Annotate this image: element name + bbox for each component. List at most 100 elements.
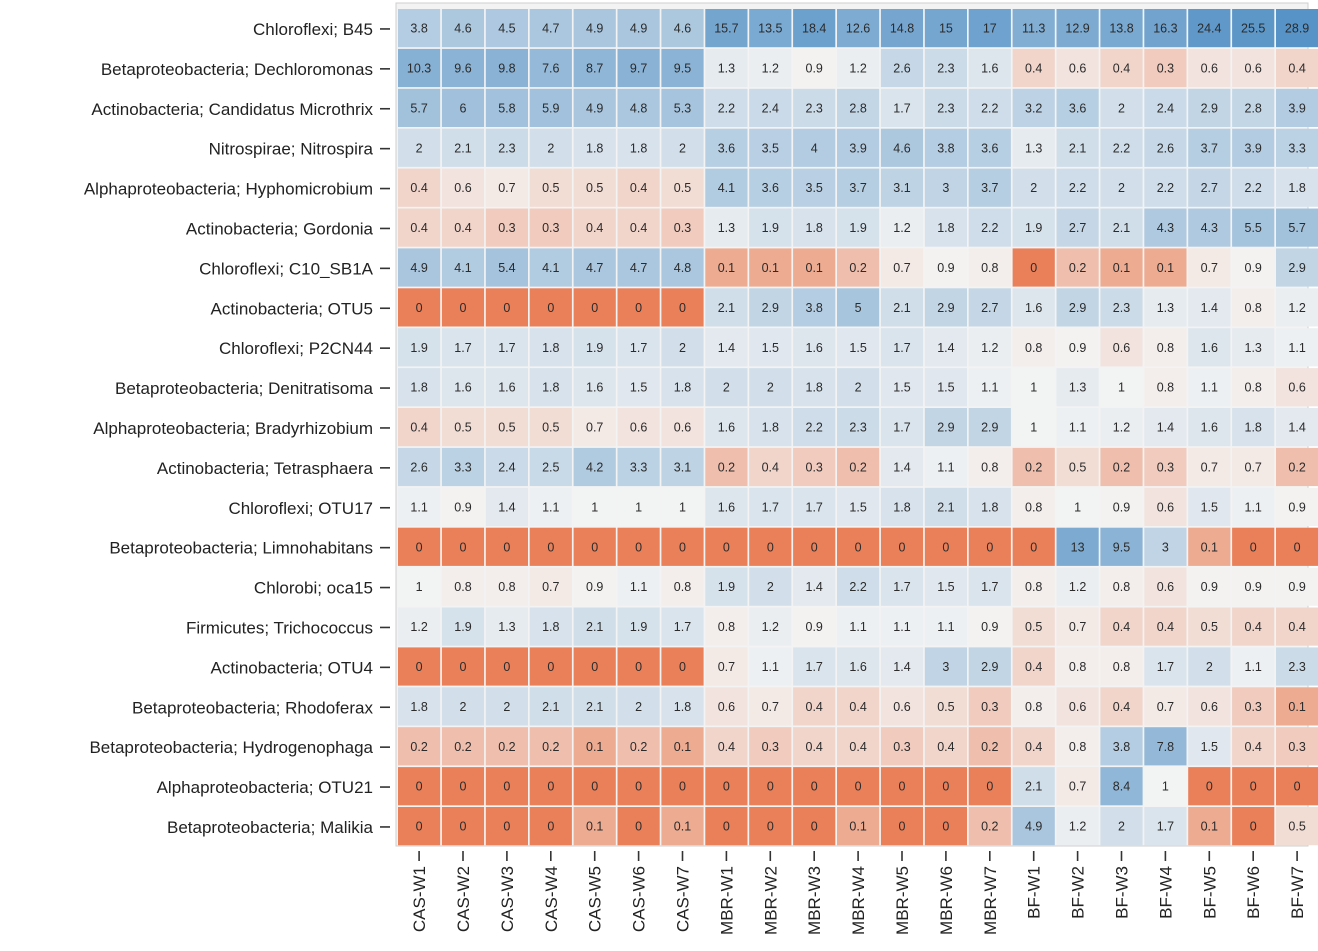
heatmap-cell <box>661 88 704 127</box>
heatmap-cell <box>617 807 660 846</box>
heatmap-cell <box>1144 807 1187 846</box>
heatmap-cell <box>1100 128 1143 167</box>
cell-value-label: 0 <box>416 820 423 834</box>
heatmap-cell <box>837 527 880 566</box>
cell-value-label: 2.1 <box>586 620 603 634</box>
cell-value-label: 2 <box>855 381 862 395</box>
heatmap-cell <box>485 807 528 846</box>
cell-value-label: 1.8 <box>1245 421 1262 435</box>
heatmap-cell <box>398 168 441 207</box>
cell-value-label: 3 <box>942 660 949 674</box>
heatmap-cell <box>1232 208 1275 247</box>
heatmap-cell <box>924 88 967 127</box>
cell-value-label: 4.6 <box>674 22 691 36</box>
cell-value-label: 0.4 <box>849 700 866 714</box>
cell-value-label: 0.1 <box>586 740 603 754</box>
heatmap-cell <box>705 208 748 247</box>
cell-value-label: 0 <box>547 780 554 794</box>
heatmap-cell <box>880 567 924 606</box>
heatmap-cell <box>749 368 792 407</box>
heatmap-cell <box>398 687 441 726</box>
cell-value-label: 4.9 <box>586 101 603 115</box>
heatmap-cell <box>573 368 616 407</box>
cell-value-label: 5 <box>855 301 862 315</box>
heatmap-cell <box>573 607 616 646</box>
cell-value-label: 1 <box>679 500 686 514</box>
heatmap-cell <box>837 368 880 407</box>
heatmap-cell <box>837 9 880 48</box>
cell-value-label: 0.5 <box>454 421 471 435</box>
cell-value-label: 0.8 <box>1025 580 1042 594</box>
heatmap-cell <box>1232 368 1275 407</box>
cell-value-label: 1.8 <box>937 221 954 235</box>
heatmap-cell <box>968 727 1011 766</box>
heatmap-cell <box>1012 248 1055 287</box>
cell-value-label: 0.2 <box>981 740 998 754</box>
cell-value-label: 2.2 <box>806 421 823 435</box>
heatmap-cell <box>793 288 836 327</box>
heatmap-cell <box>1188 807 1231 846</box>
heatmap-cell <box>617 727 660 766</box>
heatmap-cell <box>1100 88 1143 127</box>
heatmap-cell <box>441 487 485 526</box>
heatmap-cell <box>880 288 924 327</box>
row-label: Chloroflexi; B45 <box>253 20 373 39</box>
heatmap-cell <box>617 128 660 167</box>
cell-value-label: 2.1 <box>937 500 954 514</box>
cell-value-label: 0.9 <box>1245 261 1262 275</box>
heatmap-cell <box>705 168 748 207</box>
heatmap-cell <box>968 128 1011 167</box>
row-label: Alphaproteobacteria; Bradyrhizobium <box>93 419 373 438</box>
heatmap-cell <box>661 9 704 48</box>
heatmap-cell <box>793 687 836 726</box>
cell-value-label: 0 <box>811 820 818 834</box>
heatmap-cell <box>1056 647 1099 686</box>
heatmap-cell <box>705 647 748 686</box>
heatmap-cell <box>749 687 792 726</box>
cell-value-label: 0 <box>811 540 818 554</box>
cell-value-label: 13.8 <box>1109 22 1133 36</box>
heatmap-cell <box>1232 607 1275 646</box>
cell-value-label: 10.3 <box>407 62 431 76</box>
cell-value-label: 0.1 <box>674 740 691 754</box>
cell-value-label: 3 <box>1162 540 1169 554</box>
heatmap-cell <box>1232 48 1275 88</box>
cell-value-label: 1.2 <box>893 221 910 235</box>
heatmap-cell <box>924 807 967 846</box>
cell-value-label: 3.6 <box>981 141 998 155</box>
cell-value-label: 15 <box>939 22 953 36</box>
heatmap-cell <box>1276 128 1318 167</box>
cell-value-label: 1.4 <box>893 461 910 475</box>
cell-value-label: 0 <box>723 820 730 834</box>
cell-value-label: 1.4 <box>1157 421 1174 435</box>
heatmap-cell <box>1144 527 1187 566</box>
heatmap-cell <box>837 687 880 726</box>
cell-value-label: 14.8 <box>890 22 914 36</box>
cell-value-label: 1.8 <box>674 381 691 395</box>
heatmap-cell <box>485 48 528 88</box>
cell-value-label: 1.5 <box>1201 740 1218 754</box>
cell-value-label: 5.4 <box>498 261 515 275</box>
heatmap-cell <box>1144 447 1187 487</box>
cell-value-label: 2.3 <box>937 62 954 76</box>
cell-value-label: 1.6 <box>498 381 515 395</box>
cell-value-label: 2.9 <box>1201 101 1218 115</box>
heatmap-cell <box>924 48 967 88</box>
heatmap-cell <box>1100 687 1143 726</box>
cell-value-label: 6 <box>460 101 467 115</box>
heatmap-cell <box>880 527 924 566</box>
heatmap-cell <box>529 767 572 806</box>
cell-value-label: 2 <box>635 700 642 714</box>
cell-value-label: 7.6 <box>542 62 559 76</box>
cell-value-label: 1 <box>1118 381 1125 395</box>
cell-value-label: 2 <box>1118 181 1125 195</box>
heatmap-cell <box>968 88 1011 127</box>
heatmap-cell <box>705 9 748 48</box>
column-label: CAS-W3 <box>498 866 517 932</box>
heatmap-cell <box>398 527 441 566</box>
cell-value-label: 1.8 <box>806 381 823 395</box>
cell-value-label: 1.4 <box>937 341 954 355</box>
heatmap-cell <box>837 128 880 167</box>
heatmap-cell <box>705 368 748 407</box>
cell-value-label: 0.6 <box>1157 500 1174 514</box>
